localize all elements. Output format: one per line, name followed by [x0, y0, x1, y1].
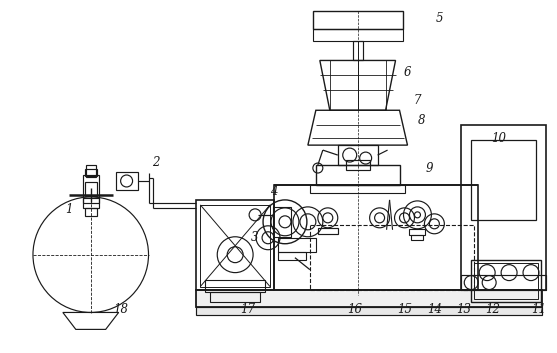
- Bar: [461, 275, 546, 289]
- Bar: [474, 263, 538, 299]
- Bar: [318, 228, 338, 234]
- Bar: [85, 208, 97, 216]
- Bar: [211, 292, 260, 301]
- Text: 13: 13: [456, 303, 471, 316]
- Bar: [278, 252, 306, 260]
- Bar: [85, 182, 97, 196]
- Text: 6: 6: [404, 66, 411, 79]
- Bar: [471, 140, 536, 220]
- Bar: [338, 145, 378, 165]
- Text: 15: 15: [397, 303, 412, 316]
- Bar: [273, 207, 291, 237]
- Bar: [310, 225, 474, 289]
- Bar: [83, 175, 99, 203]
- Bar: [278, 238, 316, 252]
- Bar: [313, 29, 403, 41]
- Bar: [461, 125, 546, 289]
- Bar: [412, 235, 423, 240]
- Bar: [196, 289, 542, 307]
- Text: 10: 10: [492, 132, 507, 145]
- Bar: [201, 205, 270, 287]
- Bar: [346, 160, 370, 170]
- Text: 8: 8: [418, 114, 425, 127]
- Bar: [409, 229, 426, 235]
- Text: 11: 11: [531, 303, 546, 316]
- Text: 3: 3: [251, 231, 259, 244]
- Text: 17: 17: [241, 303, 256, 316]
- Text: 1: 1: [65, 203, 72, 216]
- Bar: [86, 165, 96, 177]
- Bar: [196, 200, 274, 289]
- Bar: [316, 165, 399, 185]
- Bar: [206, 280, 265, 292]
- Text: 16: 16: [347, 303, 362, 316]
- Text: 4: 4: [270, 185, 278, 198]
- Bar: [196, 307, 542, 316]
- Text: 9: 9: [426, 162, 433, 174]
- Bar: [83, 198, 99, 208]
- Bar: [310, 185, 405, 193]
- Bar: [313, 11, 403, 29]
- Text: 7: 7: [414, 94, 421, 107]
- Text: 5: 5: [436, 12, 443, 25]
- Text: 14: 14: [427, 303, 442, 316]
- Bar: [274, 185, 478, 289]
- Bar: [85, 169, 97, 176]
- Text: 2: 2: [152, 156, 159, 168]
- Text: 18: 18: [113, 303, 128, 316]
- Bar: [116, 172, 138, 190]
- Bar: [471, 260, 541, 301]
- Bar: [353, 41, 363, 60]
- Text: 12: 12: [486, 303, 501, 316]
